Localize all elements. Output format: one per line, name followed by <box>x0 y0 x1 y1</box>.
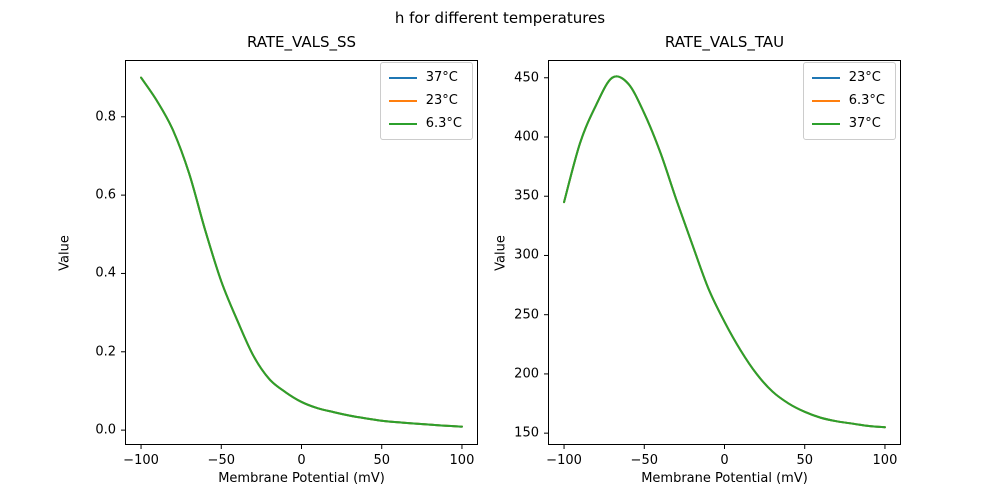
x-tick-label: −100 <box>123 453 159 468</box>
y-tick-label: 250 <box>514 307 539 323</box>
subplot-rate-vals-ss: RATE_VALS_SS Membrane Potential (mV) Val… <box>58 33 478 486</box>
x-tick-label: −50 <box>630 453 658 468</box>
subplot-rate-vals-tau: RATE_VALS_TAU Membrane Potential (mV) Va… <box>494 33 901 486</box>
legend-item: 37°C <box>811 114 885 133</box>
x-tick-label: 0 <box>720 453 729 468</box>
y-tick-label: 350 <box>514 188 539 204</box>
x-tick-label: 100 <box>872 453 898 468</box>
legend-item: 6.3°C <box>811 91 885 110</box>
legend: 23°C 6.3°C 37°C <box>802 62 896 140</box>
plot-area <box>544 60 901 449</box>
y-tick-label: 400 <box>514 129 539 145</box>
figure-title: h for different temperatures <box>394 9 606 27</box>
x-tick-label: 50 <box>796 453 813 468</box>
legend-label: 23°C <box>425 93 458 108</box>
y-tick-label: 0.8 <box>95 109 116 125</box>
y-tick-label: 0.4 <box>95 265 116 281</box>
legend-label: 37°C <box>848 116 881 131</box>
x-axis-label: Membrane Potential (mV) <box>218 471 385 486</box>
legend-item: 37°C <box>388 68 462 87</box>
y-tick-label: 300 <box>514 247 539 263</box>
y-tick-label: 450 <box>514 70 539 86</box>
legend-line-swatch <box>388 122 417 125</box>
x-axis-label: Membrane Potential (mV) <box>641 471 808 486</box>
y-tick-label: 0.0 <box>95 422 116 438</box>
legend-line-swatch <box>388 99 417 102</box>
series-line <box>140 76 463 428</box>
legend-line-swatch <box>811 122 840 125</box>
series-line <box>563 75 886 429</box>
y-axis-label: Value <box>493 234 509 271</box>
legend-label: 6.3°C <box>848 93 885 108</box>
subplot-title: RATE_VALS_TAU <box>664 33 785 51</box>
y-tick-label: 150 <box>514 425 539 441</box>
y-axis-label: Value <box>57 234 73 271</box>
subplot-title: RATE_VALS_SS <box>246 33 357 51</box>
legend-item: 23°C <box>811 68 885 87</box>
legend-item: 6.3°C <box>388 114 462 133</box>
legend-line-swatch <box>811 99 840 102</box>
legend: 37°C 23°C 6.3°C <box>379 62 473 140</box>
y-tick-label: 200 <box>514 366 539 382</box>
legend-label: 6.3°C <box>425 116 462 131</box>
x-tick-label: −100 <box>546 453 582 468</box>
y-tick-label: 0.6 <box>95 187 116 203</box>
x-tick-label: 0 <box>297 453 306 468</box>
y-tick-label: 0.2 <box>95 344 116 360</box>
legend-item: 23°C <box>388 91 462 110</box>
legend-label: 37°C <box>425 70 458 85</box>
legend-label: 23°C <box>848 70 881 85</box>
legend-line-swatch <box>811 76 840 79</box>
x-tick-label: 100 <box>449 453 475 468</box>
legend-line-swatch <box>388 76 417 79</box>
x-tick-label: 50 <box>373 453 390 468</box>
plot-area <box>121 60 478 449</box>
x-tick-label: −50 <box>207 453 235 468</box>
